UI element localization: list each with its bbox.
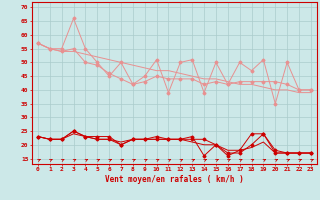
X-axis label: Vent moyen/en rafales ( km/h ): Vent moyen/en rafales ( km/h ) (105, 175, 244, 184)
